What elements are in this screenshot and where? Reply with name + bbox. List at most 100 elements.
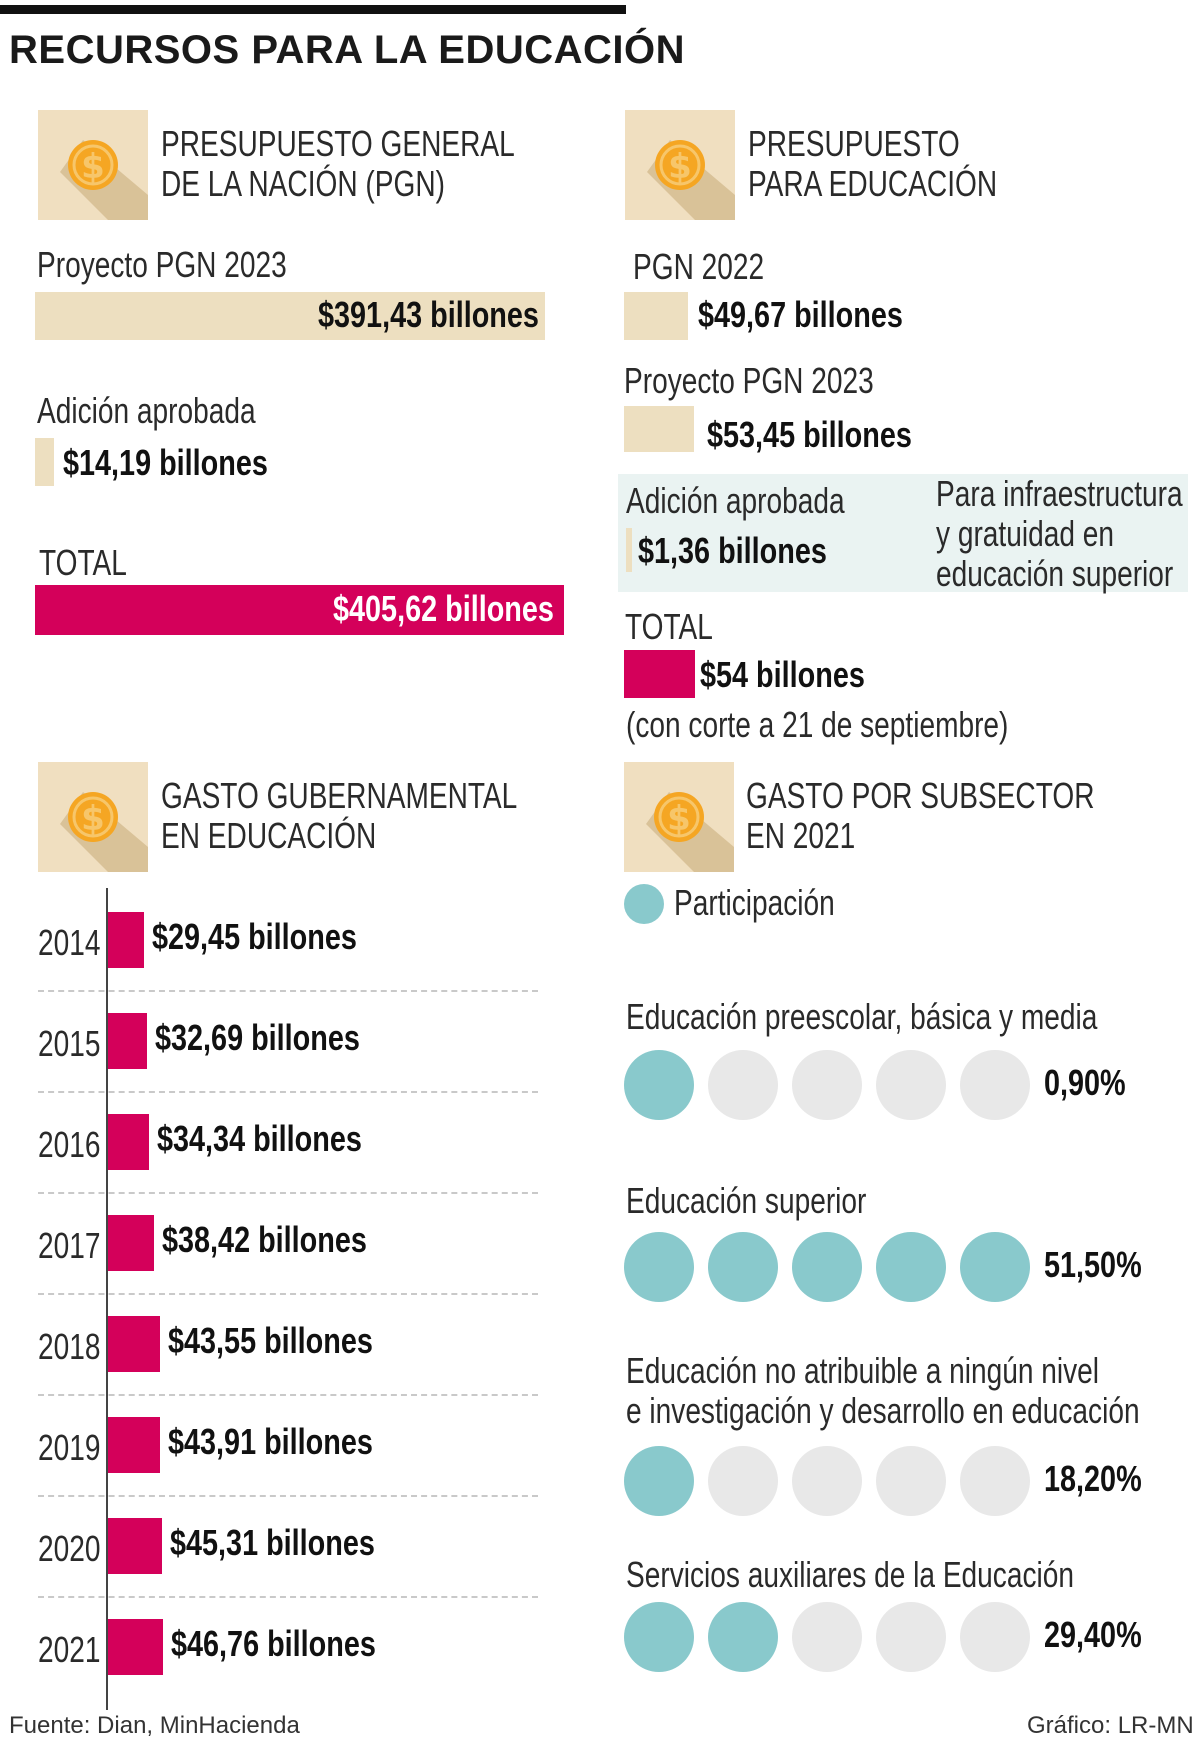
edu-total-label: TOTAL [625,606,713,647]
note-line1: Para infraestructura [936,473,1183,514]
spending-bar [108,1013,148,1069]
empty-dot-icon [792,1602,862,1672]
subsector-label: Educación superior [626,1180,867,1221]
edu-project-label: Proyecto PGN 2023 [624,360,874,401]
edu-total-value: $54 billones [700,654,865,695]
empty-dot-icon [708,1050,778,1120]
legend-label: Participación [674,882,835,923]
subsector-heading: GASTO POR SUBSECTOR EN 2021 [746,776,1193,856]
filled-dot-icon [624,1050,694,1120]
pgn-heading-line1: PRESUPUESTO GENERAL [161,123,515,164]
spending-value: $45,31 billones [169,1522,375,1563]
filled-dot-icon [792,1232,862,1302]
subsector-label: Servicios auxiliares de la Educación [626,1554,1074,1595]
edu-heading: PRESUPUESTO PARA EDUCACIÓN [748,124,1067,204]
credit-note: Gráfico: LR-MN [1027,1712,1194,1739]
filled-dot-icon [624,1602,694,1672]
spending-bar [108,1417,161,1473]
svg-text:$: $ [668,147,692,187]
svg-text:$: $ [81,147,105,187]
edu-pgn2022-bar [624,292,688,340]
empty-dot-icon [876,1050,946,1120]
spending-bar [108,1316,160,1372]
edu-addition-label: Adición aprobada [626,480,845,521]
year-label: 2015 [38,1023,101,1064]
edu-project-value: $53,45 billones [707,414,912,455]
empty-dot-icon [960,1446,1030,1516]
spending-value: $34,34 billones [157,1118,363,1159]
empty-dot-icon [876,1446,946,1516]
spending-bar [108,1114,150,1170]
subsector-percent: 29,40% [1044,1614,1142,1655]
subsector-percent: 0,90% [1044,1062,1126,1103]
pgn-addition-label: Adición aprobada [37,390,256,431]
subsector-label: Educación no atribuible a ningún nivel [626,1350,1100,1391]
pgn-addition-bar [35,438,54,486]
spending-bar [108,1619,164,1675]
year-label: 2020 [38,1528,101,1569]
coin-icon: $ [625,110,735,220]
pgn-total-value: $405,62 billones [333,588,554,629]
subsector-label: Educación preescolar, básica y media [626,996,1098,1037]
filled-dot-icon [876,1232,946,1302]
spending-value: $43,55 billones [167,1320,373,1361]
row-divider [38,1192,538,1194]
row-divider [38,1495,538,1497]
empty-dot-icon [792,1446,862,1516]
addition-note-box [618,474,1188,592]
edu-project-bar [624,406,694,452]
spending-heading-line1: GASTO GUBERNAMENTAL [161,775,518,816]
empty-dot-icon [960,1602,1030,1672]
edu-heading-line2: PARA EDUCACIÓN [748,163,998,204]
svg-text:$: $ [667,799,691,839]
subsector-percent: 51,50% [1044,1244,1142,1285]
page-title: RECURSOS PARA LA EDUCACIÓN [9,28,685,72]
spending-axis [106,888,108,1710]
pgn-heading-line2: DE LA NACIÓN (PGN) [161,163,445,204]
filled-dot-icon [624,1232,694,1302]
pgn-addition-value: $14,19 billones [63,442,268,483]
row-divider [38,1394,538,1396]
edu-cutoff-note: (con corte a 21 de septiembre) [626,704,1009,745]
svg-text:$: $ [81,799,105,839]
filled-dot-icon [708,1232,778,1302]
year-label: 2017 [38,1225,101,1266]
spending-value: $38,42 billones [161,1219,367,1260]
spending-value: $32,69 billones [155,1017,361,1058]
empty-dot-icon [708,1446,778,1516]
spending-bar [108,912,144,968]
empty-dot-icon [876,1602,946,1672]
year-label: 2021 [38,1629,101,1670]
edu-heading-line1: PRESUPUESTO [748,123,960,164]
pgn-total-bar [35,585,564,635]
row-divider [38,1596,538,1598]
top-rule [0,5,626,14]
spending-heading-line2: EN EDUCACIÓN [161,815,377,856]
subsector-heading-line2: EN 2021 [746,815,856,856]
empty-dot-icon [960,1050,1030,1120]
year-label: 2014 [38,922,101,963]
filled-dot-icon [960,1232,1030,1302]
coin-icon: $ [624,762,734,872]
spending-heading: GASTO GUBERNAMENTAL EN EDUCACIÓN [161,776,618,856]
row-divider [38,990,538,992]
year-label: 2018 [38,1326,101,1367]
edu-addition-value: $1,36 billones [638,530,827,571]
spending-value: $43,91 billones [168,1421,374,1462]
coin-icon: $ [38,110,148,220]
legend-dot-icon [624,884,664,924]
pgn-heading: PRESUPUESTO GENERAL DE LA NACIÓN (PGN) [161,124,614,204]
empty-dot-icon [792,1050,862,1120]
spending-value: $29,45 billones [151,916,357,957]
pgn-project-value: $391,43 billones [318,294,539,335]
subsector-percent: 18,20% [1044,1458,1142,1499]
note-line2: y gratuidad en [936,513,1114,554]
edu-pgn2022-value: $49,67 billones [698,294,903,335]
edu-addition-note: Para infraestructura y gratuidad en educ… [936,474,1200,594]
subsector-label-line2: e investigación y desarrollo en educació… [626,1390,1140,1431]
subsector-heading-line1: GASTO POR SUBSECTOR [746,775,1095,816]
spending-bar [108,1215,154,1271]
spending-bar [108,1518,162,1574]
pgn-project-bar [35,292,545,340]
